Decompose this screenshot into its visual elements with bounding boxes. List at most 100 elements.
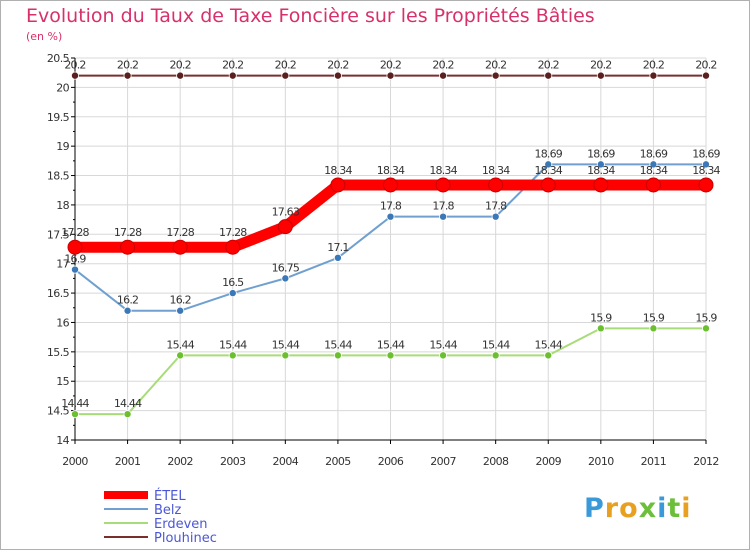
x-tick-label: 2000 bbox=[62, 455, 88, 468]
data-point-belz bbox=[333, 253, 342, 262]
logo-letter: i bbox=[681, 493, 691, 524]
data-label-etel: 18.34 bbox=[587, 164, 615, 177]
logo-letter: o bbox=[619, 493, 639, 524]
data-point-etel bbox=[120, 239, 136, 255]
data-point-belz bbox=[596, 160, 605, 169]
legend-label-etel: ÉTEL bbox=[154, 488, 186, 504]
data-point-belz bbox=[491, 212, 500, 221]
data-point-etel bbox=[593, 177, 609, 193]
data-label-belz: 18.69 bbox=[587, 147, 615, 160]
data-point-etel bbox=[488, 177, 504, 193]
data-label-plouhinec: 20.2 bbox=[64, 59, 85, 72]
data-point-belz bbox=[386, 212, 395, 221]
data-point-plouhinec bbox=[333, 71, 342, 80]
series-erdeven bbox=[71, 324, 711, 419]
data-point-plouhinec bbox=[439, 71, 448, 80]
data-label-plouhinec: 20.2 bbox=[117, 59, 138, 72]
data-point-belz bbox=[71, 265, 80, 274]
series-etel bbox=[67, 177, 714, 255]
y-tick-label: 19 bbox=[56, 140, 69, 153]
series-plouhinec bbox=[71, 71, 711, 80]
data-label-belz: 16.75 bbox=[272, 261, 300, 274]
data-label-plouhinec: 20.2 bbox=[170, 59, 191, 72]
series-belz bbox=[71, 160, 711, 315]
data-point-erdeven bbox=[333, 351, 342, 360]
data-label-plouhinec: 20.2 bbox=[432, 59, 453, 72]
data-point-erdeven bbox=[596, 324, 605, 333]
data-label-plouhinec: 20.2 bbox=[643, 59, 664, 72]
data-point-etel bbox=[540, 177, 556, 193]
data-point-plouhinec bbox=[176, 71, 185, 80]
data-label-erdeven: 14.44 bbox=[61, 397, 89, 410]
data-point-plouhinec bbox=[596, 71, 605, 80]
data-label-etel: 17.28 bbox=[166, 226, 194, 239]
data-point-erdeven bbox=[386, 351, 395, 360]
series-lines bbox=[67, 71, 714, 419]
data-point-plouhinec bbox=[649, 71, 658, 80]
x-tick-label: 2006 bbox=[378, 455, 404, 468]
x-tick-label: 2002 bbox=[167, 455, 193, 468]
data-point-plouhinec bbox=[71, 71, 80, 80]
data-label-etel: 18.34 bbox=[692, 164, 720, 177]
x-tick-label: 2009 bbox=[535, 455, 561, 468]
data-label-belz: 17.8 bbox=[432, 200, 454, 213]
data-label-belz: 18.69 bbox=[692, 147, 720, 160]
legend-label-erdeven: Erdeven bbox=[154, 517, 208, 532]
chart-subtitle: (en %) bbox=[26, 30, 62, 43]
x-tick-labels: 2000 2001 2002 2003 2004 2005 2006 2007 2008 2009… bbox=[62, 455, 719, 468]
data-point-erdeven bbox=[228, 351, 237, 360]
data-point-plouhinec bbox=[123, 71, 132, 80]
data-label-belz: 17.1 bbox=[327, 241, 348, 254]
y-tick-label: 20.5 bbox=[47, 52, 70, 65]
y-tick-label: 20 bbox=[56, 81, 69, 94]
x-tick-label: 2007 bbox=[430, 455, 456, 468]
data-label-belz: 17.8 bbox=[380, 200, 402, 213]
x-tick-label: 2001 bbox=[115, 455, 141, 468]
data-label-erdeven: 15.44 bbox=[429, 338, 457, 351]
data-point-belz bbox=[439, 212, 448, 221]
data-label-plouhinec: 20.2 bbox=[380, 59, 401, 72]
data-label-erdeven: 15.44 bbox=[377, 338, 405, 351]
data-point-belz bbox=[544, 160, 553, 169]
data-label-belz: 18.69 bbox=[640, 147, 668, 160]
data-label-etel: 18.34 bbox=[429, 164, 457, 177]
data-label-etel: 17.28 bbox=[61, 226, 89, 239]
data-label-belz: 16.2 bbox=[117, 294, 138, 307]
data-label-etel: 18.34 bbox=[640, 164, 668, 177]
data-label-plouhinec: 20.2 bbox=[590, 59, 611, 72]
data-label-belz: 16.5 bbox=[222, 276, 244, 289]
data-point-etel bbox=[645, 177, 661, 193]
data-point-etel bbox=[383, 177, 398, 193]
data-label-erdeven: 15.44 bbox=[535, 338, 563, 351]
data-point-belz bbox=[176, 306, 185, 315]
x-tick-label: 2005 bbox=[325, 455, 351, 468]
data-label-belz: 17.8 bbox=[485, 200, 507, 213]
data-point-etel bbox=[698, 177, 714, 193]
data-label-etel: 18.34 bbox=[482, 164, 510, 177]
data-label-erdeven: 15.9 bbox=[590, 311, 612, 324]
x-tick-label: 2004 bbox=[273, 455, 299, 468]
data-label-belz: 18.69 bbox=[535, 147, 563, 160]
data-point-belz bbox=[281, 274, 290, 283]
data-point-erdeven bbox=[491, 351, 500, 360]
data-point-etel bbox=[277, 219, 293, 235]
y-tick-label: 17 bbox=[56, 258, 69, 271]
data-label-etel: 18.34 bbox=[535, 164, 563, 177]
x-tick-label: 2003 bbox=[220, 455, 246, 468]
data-point-erdeven bbox=[649, 324, 658, 333]
y-tick-label: 16.5 bbox=[47, 287, 70, 300]
y-tick-label: 15 bbox=[56, 375, 69, 388]
logo-letter: x bbox=[639, 493, 657, 524]
y-tick-labels: 14 14.5 15 15.5 16 16.5 17 17.5 18 18.5 19 19.5 20 20… bbox=[47, 52, 70, 447]
data-label-plouhinec: 20.2 bbox=[222, 59, 243, 72]
y-tick-label: 19.5 bbox=[47, 111, 70, 124]
data-point-plouhinec bbox=[544, 71, 553, 80]
data-point-etel bbox=[225, 239, 241, 255]
data-point-plouhinec bbox=[228, 71, 237, 80]
data-label-plouhinec: 20.2 bbox=[538, 59, 559, 72]
data-label-erdeven: 15.9 bbox=[643, 311, 665, 324]
data-point-erdeven bbox=[439, 351, 448, 360]
